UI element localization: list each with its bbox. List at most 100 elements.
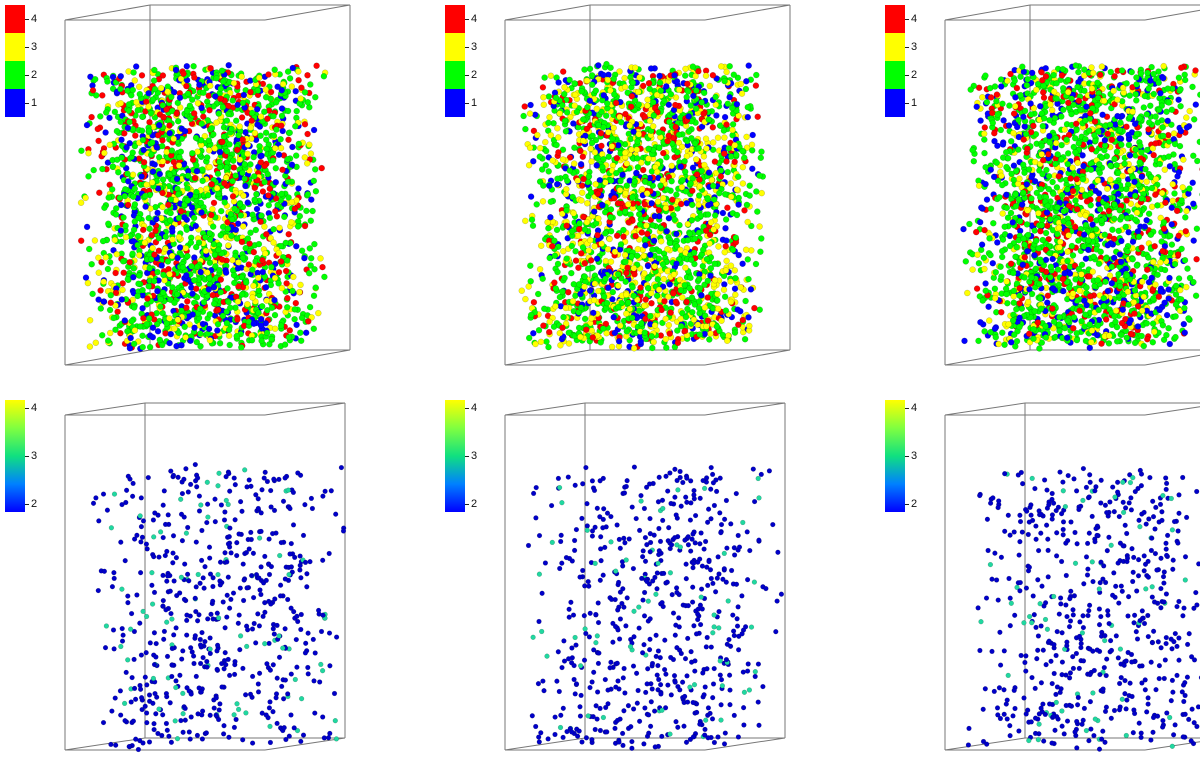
particle — [291, 205, 299, 213]
particle — [551, 237, 558, 245]
particle — [588, 315, 595, 322]
particle — [261, 108, 268, 116]
particle — [122, 186, 129, 193]
particle — [239, 136, 246, 143]
legend-label: 2 — [471, 69, 478, 81]
particle — [226, 141, 233, 148]
particle — [285, 230, 292, 238]
particle — [1149, 339, 1156, 346]
particle — [700, 153, 708, 160]
particle — [178, 307, 185, 314]
particle — [211, 145, 218, 152]
particle — [577, 160, 585, 168]
particle — [237, 212, 245, 219]
particle — [682, 264, 689, 271]
particle — [533, 201, 540, 208]
particle — [233, 332, 240, 340]
particle — [226, 341, 233, 349]
particle — [234, 101, 241, 109]
particle — [224, 285, 231, 292]
particle — [639, 166, 647, 174]
particle — [231, 205, 238, 213]
particle — [147, 109, 155, 117]
particle — [191, 324, 198, 331]
particle — [753, 188, 760, 195]
particle — [667, 309, 674, 316]
particle — [574, 232, 582, 239]
particle — [191, 74, 198, 81]
particle — [301, 154, 308, 161]
particle — [288, 83, 295, 90]
particle — [633, 252, 641, 259]
particle — [633, 169, 640, 177]
particle — [117, 72, 125, 80]
particle — [146, 343, 154, 351]
particle — [280, 80, 287, 88]
legend-tick — [465, 103, 469, 104]
particle — [143, 321, 151, 328]
particle — [735, 321, 742, 328]
particle — [113, 250, 121, 258]
particle — [198, 209, 205, 216]
particle — [286, 327, 293, 334]
particle — [724, 204, 731, 211]
particle — [171, 325, 178, 332]
particle — [131, 327, 139, 334]
particle — [664, 268, 671, 275]
particle — [757, 154, 764, 162]
particle — [149, 334, 157, 341]
particle — [157, 303, 164, 310]
particle — [723, 121, 730, 128]
particle — [241, 175, 248, 183]
particle — [655, 248, 663, 255]
particle — [244, 235, 252, 242]
particle — [582, 326, 590, 333]
particle — [106, 306, 114, 314]
box-edge — [504, 4, 591, 21]
particle — [671, 72, 678, 79]
particle — [688, 216, 696, 224]
particle — [160, 271, 167, 279]
particle — [645, 155, 652, 162]
particle — [312, 93, 319, 101]
particle — [219, 256, 226, 263]
particle — [245, 261, 253, 268]
particle — [562, 128, 570, 135]
particle — [211, 251, 219, 259]
particle — [308, 196, 315, 203]
particle — [628, 314, 636, 322]
particle — [657, 87, 665, 94]
particle — [315, 309, 322, 317]
particle — [677, 200, 685, 208]
particle — [121, 130, 128, 137]
particle — [640, 252, 648, 260]
particle — [672, 123, 679, 131]
particle — [297, 95, 304, 102]
particle — [197, 137, 205, 144]
particle — [174, 99, 182, 107]
particle — [586, 97, 594, 104]
particle — [207, 64, 214, 72]
particle — [106, 181, 113, 188]
particle-box-view — [944, 4, 1200, 366]
particle — [615, 282, 622, 289]
particle — [261, 162, 268, 170]
particle — [161, 277, 168, 284]
particle — [648, 333, 655, 340]
particle — [229, 193, 237, 200]
particle — [641, 178, 649, 186]
particle — [156, 336, 164, 344]
particle — [732, 275, 739, 282]
particle — [298, 314, 306, 322]
particle — [101, 204, 108, 212]
particle — [306, 245, 313, 252]
particle — [739, 147, 746, 155]
particle — [212, 263, 219, 270]
particle — [172, 66, 180, 74]
particle — [690, 92, 697, 100]
particle — [648, 300, 655, 307]
particle — [571, 102, 578, 109]
particle — [685, 113, 692, 120]
particle — [607, 64, 614, 71]
particle — [121, 317, 129, 324]
